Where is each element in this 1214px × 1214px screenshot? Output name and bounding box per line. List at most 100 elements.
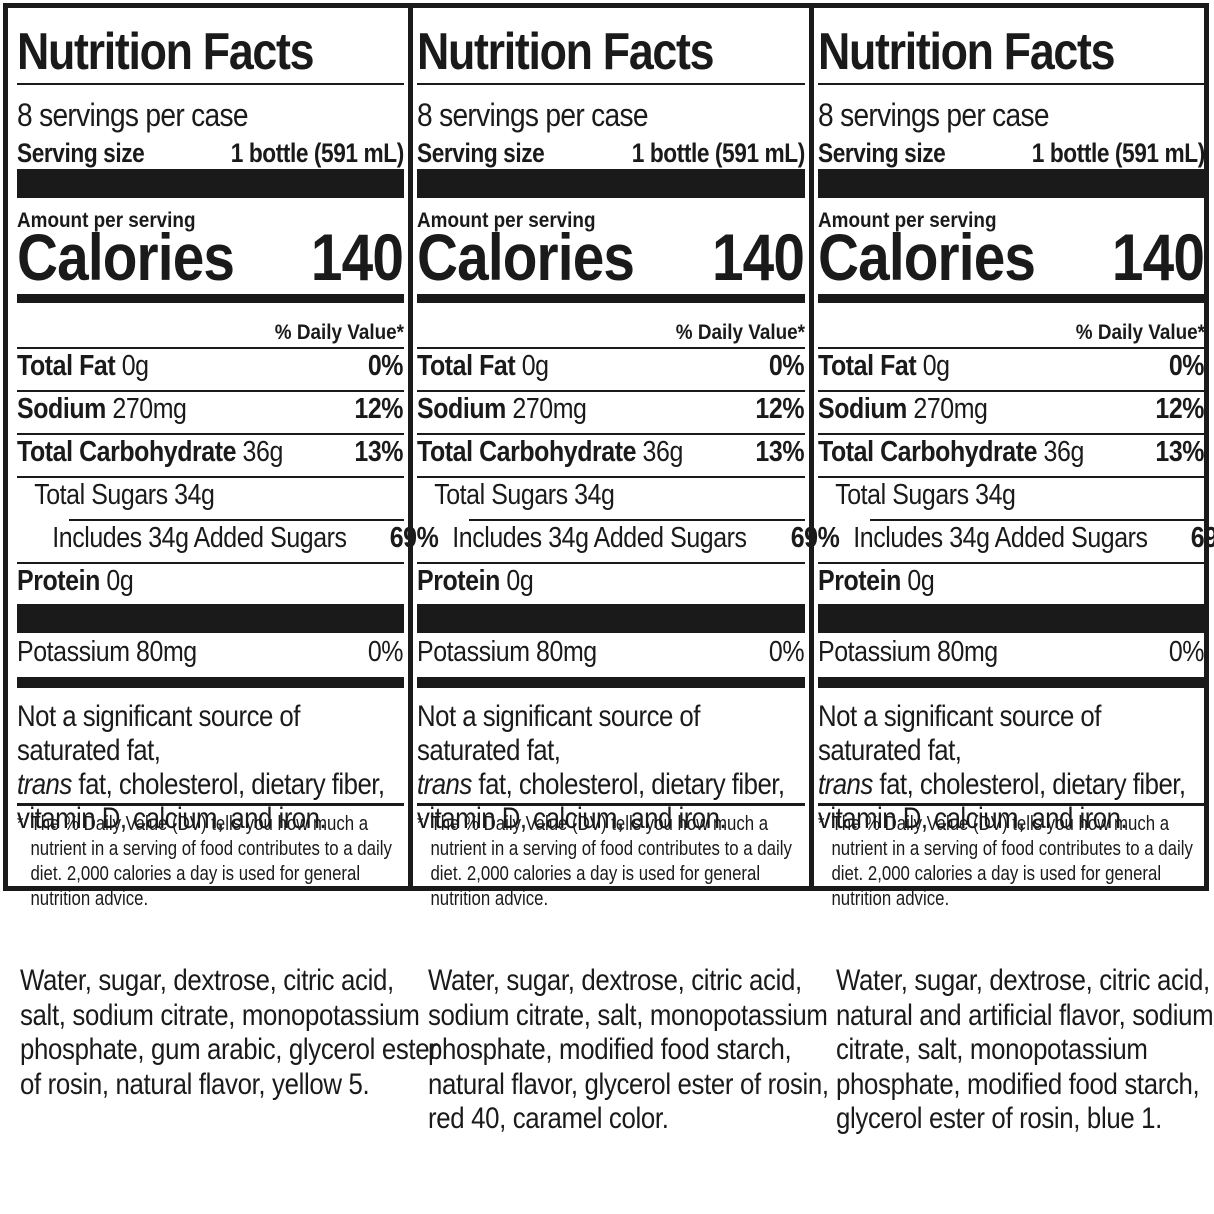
nutrient-dv: 0% xyxy=(367,636,404,668)
divider xyxy=(818,803,1205,806)
ingredients-list-3: Water, sugar, dextrose, citric acid, nat… xyxy=(836,964,1214,1137)
divider xyxy=(818,433,1205,435)
serving-size-row: Serving size 1 bottle (591 mL) xyxy=(417,138,805,169)
amount-per-serving: Amount per serving xyxy=(417,209,596,232)
serving-size-label: Serving size xyxy=(417,138,545,168)
divider xyxy=(469,519,805,521)
servings-per-container: 8 servings per case xyxy=(417,97,649,133)
nutrient-amount: 36g xyxy=(242,436,284,468)
divider xyxy=(417,390,805,392)
ingredients-line: phosphate, gum arabic, glycerol ester xyxy=(20,1033,438,1066)
nutrient-dv: 0% xyxy=(367,350,404,382)
ingredients-line: glycerol ester of rosin, blue 1. xyxy=(836,1102,1162,1135)
divider xyxy=(417,476,805,478)
nutrient-label: Total Carbohydrate xyxy=(17,436,237,468)
nutrient-amount: 270mg xyxy=(512,393,587,425)
ingredients-line: sodium citrate, salt, monopotassium xyxy=(428,998,828,1032)
sodium-row: Sodium 270mg 12% xyxy=(417,393,804,426)
nutrient-amount: 0g xyxy=(121,350,149,382)
nutrient-label: Total Carbohydrate xyxy=(417,436,637,468)
not-significant-source-note: Not a significant source of saturated fa… xyxy=(417,700,804,836)
total-carbohydrate-row: Total Carbohydrate 36g 13% xyxy=(417,436,804,469)
nutrient-label: Includes 34g Added Sugars xyxy=(853,522,1148,554)
thick-bar xyxy=(17,677,404,688)
total-fat-row: Total Fat 0g 0% xyxy=(417,350,804,383)
asterisk: * xyxy=(17,813,24,835)
note-italic: trans xyxy=(17,768,72,801)
note-line: Not a significant source of saturated fa… xyxy=(417,700,700,767)
panel-title: Nutrition Facts xyxy=(417,23,714,81)
total-sugars-row: Total Sugars 34g xyxy=(417,479,821,512)
note-line: Not a significant source of saturated fa… xyxy=(17,700,300,767)
nutrient-dv: 69% xyxy=(790,522,840,554)
nutrient-amount: 0g xyxy=(907,565,935,597)
ingredients-line: phosphate, modified food starch, xyxy=(428,1033,792,1066)
total-carbohydrate-row: Total Carbohydrate 36g 13% xyxy=(818,436,1204,469)
ingredients-list-1: Water, sugar, dextrose, citric acid, sal… xyxy=(20,964,438,1102)
calories-row: Calories 140 xyxy=(818,219,1205,295)
footnote-text: The % Daily Value (DV) tells you how muc… xyxy=(831,813,1193,910)
potassium-row: Potassium 80mg 0% xyxy=(17,636,403,669)
nutrition-labels-strip: Nutrition Facts 8 servings per case Serv… xyxy=(3,3,1214,910)
serving-size-value: 1 bottle (591 mL) xyxy=(631,138,805,168)
nutrient-label: Protein xyxy=(417,565,500,597)
note-text: fat, cholesterol, dietary fiber, xyxy=(71,768,385,801)
total-fat-row: Total Fat 0g 0% xyxy=(818,350,1204,383)
divider xyxy=(417,347,805,349)
divider xyxy=(870,519,1205,521)
asterisk: * xyxy=(818,813,825,835)
note-italic: trans xyxy=(417,768,472,801)
thick-bar xyxy=(17,294,404,303)
total-sugars-row: Total Sugars 34g xyxy=(17,479,420,512)
thick-bar xyxy=(818,169,1205,198)
nutrient-dv: 12% xyxy=(755,393,805,425)
nutrient-label: Total Sugars 34g xyxy=(34,479,215,511)
nutrition-facts-panel-3: Nutrition Facts 8 servings per case Serv… xyxy=(809,8,1214,910)
nutrient-label: Protein xyxy=(17,565,100,597)
nutrition-facts-panel-1: Nutrition Facts 8 servings per case Serv… xyxy=(8,8,439,910)
note-line: vitamin D, calcium, and iron. xyxy=(417,802,727,835)
amount-per-serving: Amount per serving xyxy=(818,209,997,232)
divider xyxy=(17,347,404,349)
thick-bar xyxy=(417,294,805,303)
potassium-row: Potassium 80mg 0% xyxy=(417,636,804,669)
daily-value-header: % Daily Value* xyxy=(274,321,404,344)
divider xyxy=(17,433,404,435)
thick-bar xyxy=(417,677,805,688)
ingredients-list-2: Water, sugar, dextrose, citric acid, sod… xyxy=(428,964,829,1137)
nutrient-label: Potassium 80mg xyxy=(818,636,998,668)
daily-value-footnote: * The % Daily Value (DV) tells you how mu… xyxy=(417,812,805,912)
protein-row: Protein 0g xyxy=(818,565,1204,598)
ingredients-line: Water, sugar, dextrose, citric acid, xyxy=(20,964,394,997)
divider xyxy=(17,390,404,392)
sodium-row: Sodium 270mg 12% xyxy=(818,393,1204,426)
note-text: fat, cholesterol, dietary fiber, xyxy=(471,768,785,801)
serving-size-row: Serving size 1 bottle (591 mL) xyxy=(17,138,404,169)
calories-value: 140 xyxy=(310,220,404,294)
divider xyxy=(818,476,1205,478)
daily-value-footnote: * The % Daily Value (DV) tells you how mu… xyxy=(818,812,1205,912)
ingredients-line: natural flavor, glycerol ester of rosin, xyxy=(428,1067,829,1101)
nutrient-dv: 0% xyxy=(1168,350,1205,382)
nutrient-dv: 0% xyxy=(768,636,805,668)
amount-per-serving: Amount per serving xyxy=(17,209,196,232)
nutrient-label: Total Fat xyxy=(818,350,917,382)
nutrient-dv: 12% xyxy=(1155,393,1205,425)
nutrient-label: Total Fat xyxy=(17,350,116,382)
note-line: trans fat, cholesterol, dietary fiber, xyxy=(818,768,1204,802)
calories-row: Calories 140 xyxy=(17,219,404,295)
serving-size-label: Serving size xyxy=(818,138,946,168)
thick-bar xyxy=(417,604,805,633)
divider xyxy=(818,83,1205,85)
ingredients-line: of rosin, natural flavor, yellow 5. xyxy=(20,1067,370,1101)
note-text: fat, cholesterol, dietary fiber, xyxy=(872,768,1186,801)
asterisk: * xyxy=(417,813,424,835)
total-carbohydrate-row: Total Carbohydrate 36g 13% xyxy=(17,436,403,469)
protein-row: Protein 0g xyxy=(17,565,403,598)
divider xyxy=(417,433,805,435)
divider xyxy=(818,347,1205,349)
nutrient-label: Total Fat xyxy=(417,350,516,382)
nutrient-label: Total Carbohydrate xyxy=(818,436,1038,468)
nutrient-dv: 12% xyxy=(354,393,404,425)
servings-per-container: 8 servings per case xyxy=(17,97,249,133)
